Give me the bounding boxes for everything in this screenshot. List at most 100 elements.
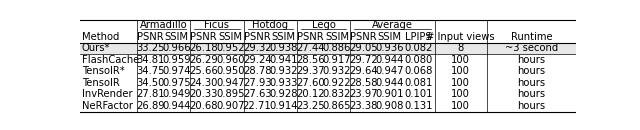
Text: Ficus: Ficus [204,20,229,30]
Text: 0.886: 0.886 [323,43,351,53]
Text: 0.917: 0.917 [323,55,351,65]
Text: 29.05: 29.05 [349,43,378,53]
Text: 23.97: 23.97 [349,89,378,99]
Text: Lego: Lego [312,20,336,30]
Text: 0.832: 0.832 [323,89,351,99]
Text: PSNR: PSNR [137,32,163,42]
Text: 33.25: 33.25 [136,43,164,53]
Text: 29.24: 29.24 [243,55,271,65]
Text: 0.944: 0.944 [163,101,191,111]
Text: 27.81: 27.81 [136,89,164,99]
Text: 28.78: 28.78 [243,66,271,76]
Text: 0.082: 0.082 [404,43,433,53]
Text: 0.895: 0.895 [216,89,244,99]
Text: 0.922: 0.922 [323,78,351,88]
Text: 100: 100 [451,89,470,99]
Text: PSNR: PSNR [190,32,217,42]
Text: 20.68: 20.68 [189,101,218,111]
Text: 0.936: 0.936 [376,43,404,53]
Text: 24.30: 24.30 [189,78,218,88]
Text: TensoIR: TensoIR [82,78,120,88]
Text: ~3 second: ~3 second [505,43,558,53]
Text: 34.81: 34.81 [136,55,164,65]
Text: 0.949: 0.949 [163,89,191,99]
Text: 26.29: 26.29 [189,55,218,65]
Text: 0.131: 0.131 [404,101,433,111]
Text: 23.25: 23.25 [296,101,324,111]
Text: SSIM: SSIM [218,32,243,42]
Text: 0.941: 0.941 [269,55,298,65]
Text: 20.12: 20.12 [296,89,324,99]
Text: hours: hours [517,101,545,111]
Text: 0.950: 0.950 [216,66,244,76]
Text: 0.081: 0.081 [404,78,433,88]
Text: 27.60: 27.60 [296,78,324,88]
Text: 0.959: 0.959 [163,55,191,65]
Text: 28.58: 28.58 [349,78,378,88]
Text: Method: Method [82,32,119,42]
Text: 0.944: 0.944 [376,78,404,88]
Text: Armadillo: Armadillo [140,20,188,30]
Text: Hotdog: Hotdog [252,20,289,30]
Text: 0.928: 0.928 [269,89,298,99]
Text: 0.865: 0.865 [323,101,351,111]
Text: 0.952: 0.952 [216,43,244,53]
Bar [80,43,576,54]
Text: 34.50: 34.50 [136,78,164,88]
Text: PSNR: PSNR [350,32,377,42]
Text: Ours*: Ours* [82,43,111,53]
Text: PSNR: PSNR [297,32,324,42]
Text: LPIPS: LPIPS [406,32,432,42]
Text: 0.068: 0.068 [404,66,433,76]
Text: 27.63: 27.63 [243,89,271,99]
Text: 29.37: 29.37 [296,66,324,76]
Text: 23.38: 23.38 [349,101,378,111]
Text: 26.89: 26.89 [136,101,164,111]
Text: 25.66: 25.66 [189,66,218,76]
Text: 0.932: 0.932 [269,66,298,76]
Text: 0.914: 0.914 [269,101,298,111]
Text: 27.44: 27.44 [296,43,324,53]
Text: 0.901: 0.901 [376,89,404,99]
Text: 29.72: 29.72 [349,55,378,65]
Text: Average: Average [372,20,413,30]
Text: 0.101: 0.101 [404,89,433,99]
Text: SSIM: SSIM [164,32,189,42]
Text: InvRender: InvRender [82,89,132,99]
Text: 0.080: 0.080 [404,55,433,65]
Text: 0.938: 0.938 [269,43,298,53]
Text: 0.960: 0.960 [216,55,244,65]
Text: 100: 100 [451,101,470,111]
Text: NeRFactor: NeRFactor [82,101,133,111]
Text: SSIM: SSIM [378,32,402,42]
Text: 34.75: 34.75 [136,66,164,76]
Text: Runtime: Runtime [511,32,552,42]
Text: 0.907: 0.907 [216,101,244,111]
Text: 27.93: 27.93 [243,78,271,88]
Text: TensoIR*: TensoIR* [82,66,125,76]
Text: 22.71: 22.71 [243,101,271,111]
Text: 29.64: 29.64 [349,66,378,76]
Text: 0.933: 0.933 [269,78,298,88]
Text: # Input views: # Input views [426,32,495,42]
Text: 20.33: 20.33 [189,89,218,99]
Text: 100: 100 [451,55,470,65]
Text: FlashCache: FlashCache [82,55,140,65]
Text: hours: hours [517,78,545,88]
Text: 29.32: 29.32 [243,43,271,53]
Text: hours: hours [517,55,545,65]
Text: 0.975: 0.975 [163,78,191,88]
Text: SSIM: SSIM [272,32,296,42]
Text: hours: hours [517,66,545,76]
Text: 0.966: 0.966 [163,43,191,53]
Text: 100: 100 [451,78,470,88]
Text: PSNR: PSNR [244,32,270,42]
Text: 0.947: 0.947 [376,66,404,76]
Text: 0.908: 0.908 [376,101,404,111]
Text: hours: hours [517,89,545,99]
Text: 0.974: 0.974 [163,66,191,76]
Text: 0.932: 0.932 [323,66,351,76]
Text: 26.18: 26.18 [189,43,218,53]
Text: 0.947: 0.947 [216,78,244,88]
Text: 28.56: 28.56 [296,55,324,65]
